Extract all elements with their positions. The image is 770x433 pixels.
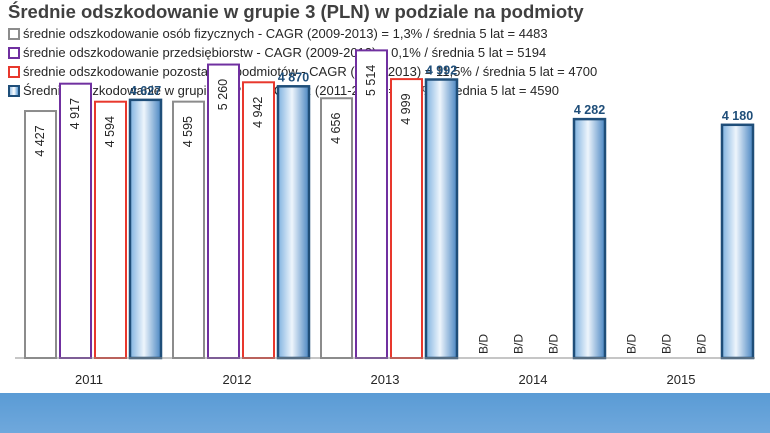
chart-title: Średnie odszkodowanie w grupie 3 (PLN) w… [8,1,584,22]
na-label-2015-s0: B/D [625,334,639,354]
data-label-2011-s2: 4 594 [103,116,117,147]
data-label-2013-s1: 5 514 [364,65,378,96]
legend-label-osoby-fizyczne: średnie odszkodowanie osób fizycznych - … [23,26,548,41]
footer-band [0,393,770,433]
data-label-2014-s3: 4 282 [574,103,605,117]
bar-2011-s2 [94,100,127,359]
legend-label-pozostale: średnie odszkodowanie pozostałych podmio… [23,64,598,79]
legend-swatch-grupa-3 [8,84,20,97]
bar-2015-s3 [720,123,755,360]
bar-2012-s3 [276,85,311,360]
legend-label-przedsiebiorstwa: średnie odszkodowanie przedsiębiorstw - … [23,45,547,60]
bar-2012-s2 [242,81,275,359]
legend-swatch-pozostale [8,65,20,78]
bar-2011-s3 [128,98,163,360]
x-tick-label-2015: 2015 [667,372,696,387]
bar-2013-s2 [390,78,423,359]
data-label-2011-s3: 4 627 [130,84,161,98]
x-tick-label-2014: 2014 [519,372,548,387]
data-label-2011-s0: 4 427 [33,125,47,156]
bar-2014-s3 [572,117,607,360]
na-label-2015-s1: B/D [660,334,674,354]
na-label-2014-s0: B/D [477,334,491,354]
bar-2013-s3 [424,78,459,360]
na-label-2014-s1: B/D [512,334,526,354]
bar-chart: 4 427 4 917 4 594 4 627 4 595 5 260 4 942 4 870… [15,49,755,387]
bar-2013-s1 [355,49,388,360]
na-label-2014-s2: B/D [547,334,561,354]
data-label-2015-s3: 4 180 [722,109,753,123]
bar-2012-s0 [172,100,205,359]
legend-swatch-osoby-fizyczne [8,27,20,40]
legend-swatch-przedsiebiorstwa [8,46,20,59]
data-label-2012-s0: 4 595 [181,116,195,147]
data-label-2011-s1: 4 917 [68,98,82,129]
data-label-2013-s2: 4 999 [399,93,413,124]
legend-item-przedsiebiorstwa: średnie odszkodowanie przedsiębiorstw - … [8,45,758,60]
na-label-2015-s2: B/D [695,334,709,354]
legend-item-osoby-fizyczne: średnie odszkodowanie osób fizycznych - … [8,26,758,41]
data-label-2012-s3: 4 870 [278,70,309,84]
data-label-2013-s3: 4 992 [426,63,457,77]
x-tick-label-2012: 2012 [223,372,252,387]
data-label-2012-s2: 4 942 [251,97,265,128]
x-tick-label-2013: 2013 [371,372,400,387]
data-label-2013-s0: 4 656 [329,113,343,144]
data-label-2012-s1: 5 260 [216,79,230,110]
bar-2012-s1 [207,63,240,360]
legend-item-pozostale: średnie odszkodowanie pozostałych podmio… [8,64,758,79]
x-tick-label-2011: 2011 [75,372,103,387]
